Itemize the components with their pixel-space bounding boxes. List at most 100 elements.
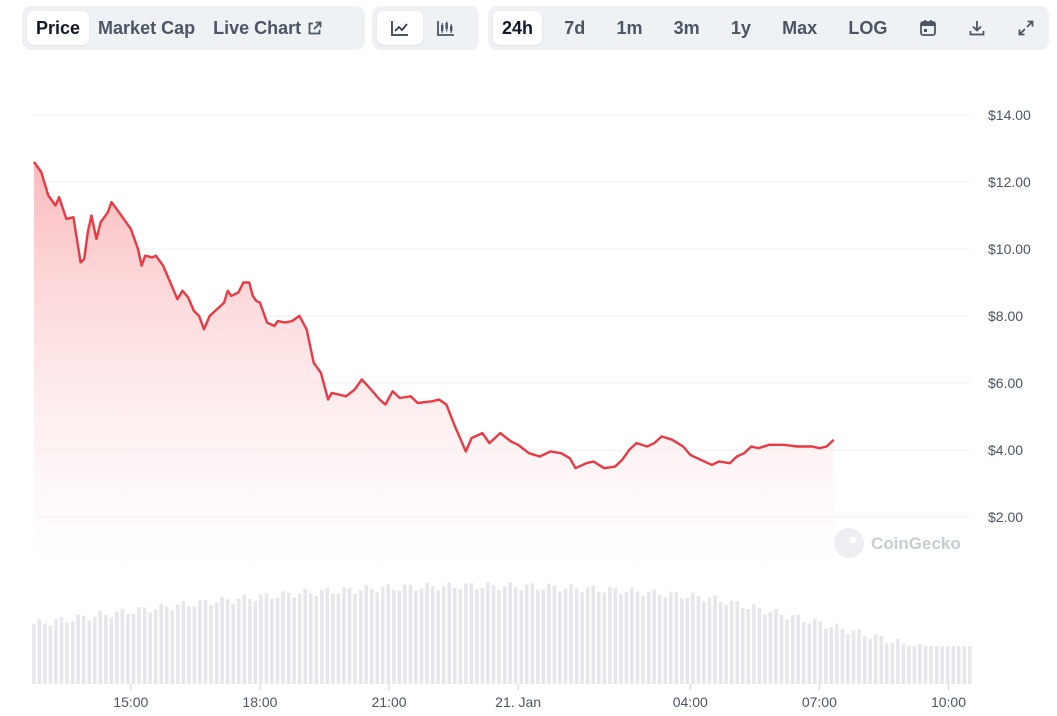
volume-bar [707,597,712,684]
volume-bar [729,600,734,684]
volume-bar [491,584,496,684]
candlestick-chart-button[interactable] [423,11,469,45]
volume-bar [829,627,834,684]
volume-bar [541,589,546,684]
tab-live-chart[interactable]: Live Chart [204,11,331,45]
range-1y[interactable]: 1y [722,11,760,45]
volume-bar [308,593,313,684]
volume-bar [929,646,933,684]
x-tick-label: 21:00 [372,694,407,710]
volume-bar [801,622,806,684]
volume-bar [137,607,141,684]
volume-bar [469,583,474,684]
volume-bar [907,646,911,684]
y-tick-label: $4.00 [988,442,1023,458]
volume-bar [87,620,91,684]
volume-bar [198,600,202,684]
volume-bar [513,587,518,684]
volume-bar [297,593,302,684]
y-axis: $2.00 $4.00 $6.00 $8.00 $10.00 $12.00 $14.00 [988,107,1031,525]
volume-bar [419,588,424,684]
range-3m[interactable]: 3m [665,11,709,45]
volume-bar [785,619,789,684]
volume-bar [286,592,291,684]
download-button[interactable] [959,11,995,45]
volume-bar [912,646,917,684]
date-range-button[interactable] [910,11,946,45]
volume-bar [380,587,385,684]
y-tick-label: $2.00 [988,509,1023,525]
x-tick-label: 04:00 [673,694,708,710]
volume-bar [668,591,673,684]
fullscreen-button[interactable] [1008,11,1044,45]
volume-bar [264,593,269,684]
volume-bar [364,585,368,684]
volume-bar [270,598,274,684]
x-axis: 15:00 18:00 21:00 21. Jan 04:00 07:00 10:00 [113,684,966,710]
y-tick-label: $6.00 [988,375,1023,391]
tab-market-cap[interactable]: Market Cap [89,11,204,45]
volume-bar [508,582,512,684]
volume-bar [818,621,823,684]
chart-toolbar: Price Market Cap Live Chart [22,6,1049,50]
volume-bar [613,588,618,684]
volume-bar [153,609,158,684]
volume-bar [37,619,42,684]
volume-bar [713,595,717,684]
volume-bar [104,614,108,684]
volume-bar [386,584,391,684]
calendar-icon [919,20,936,36]
volume-bar [923,646,928,684]
volume-bar [59,617,64,684]
volume-bar [901,643,906,684]
volume-bar [203,599,208,684]
range-7d[interactable]: 7d [555,11,594,45]
volume-bar [702,601,706,684]
coingecko-logo-icon [834,528,864,558]
volume-bar [275,597,280,684]
volume-bar [696,595,701,684]
tab-price[interactable]: Price [27,11,90,45]
volume-bar [624,592,629,684]
volume-bar [65,622,69,684]
volume-bar [358,590,363,684]
volume-bar [835,623,839,684]
tab-price-label: Price [36,17,81,38]
x-tick-label: 21. Jan [495,694,541,710]
volume-bar [812,618,817,684]
volume-bar [303,588,307,684]
volume-bar [868,638,872,684]
volume-bar [569,583,573,684]
volume-bar [430,586,435,684]
volume-bar [563,588,568,684]
volume-bar [596,591,601,684]
volume-bar [342,586,346,684]
volume-bar [231,603,235,684]
volume-bar [646,591,651,684]
volume-bar [602,592,607,684]
range-1m[interactable]: 1m [607,11,651,45]
range-24h[interactable]: 24h [493,11,543,45]
volume-bar [519,590,523,684]
metric-tab-group: Price Market Cap Live Chart [22,6,365,50]
y-tick-label: $14.00 [988,107,1031,123]
volume-bar [142,607,147,684]
volume-bar [752,604,756,684]
volume-bar [558,591,562,684]
volume-bar [425,582,429,684]
volume-bar [70,621,75,684]
log-scale-button[interactable]: LOG [839,11,896,45]
volume-bar [325,587,330,684]
volume-bar [497,590,501,684]
candlestick-chart-icon [437,21,454,36]
range-1y-label: 1y [730,17,751,38]
line-chart-button[interactable] [377,11,423,45]
volume-bar [353,593,357,684]
volume-bar [464,583,468,684]
range-max[interactable]: Max [773,11,826,45]
volume-bar [635,591,640,684]
range-7d-label: 7d [564,17,586,38]
x-tick-label: 07:00 [802,694,837,710]
volume-bar [768,612,773,684]
